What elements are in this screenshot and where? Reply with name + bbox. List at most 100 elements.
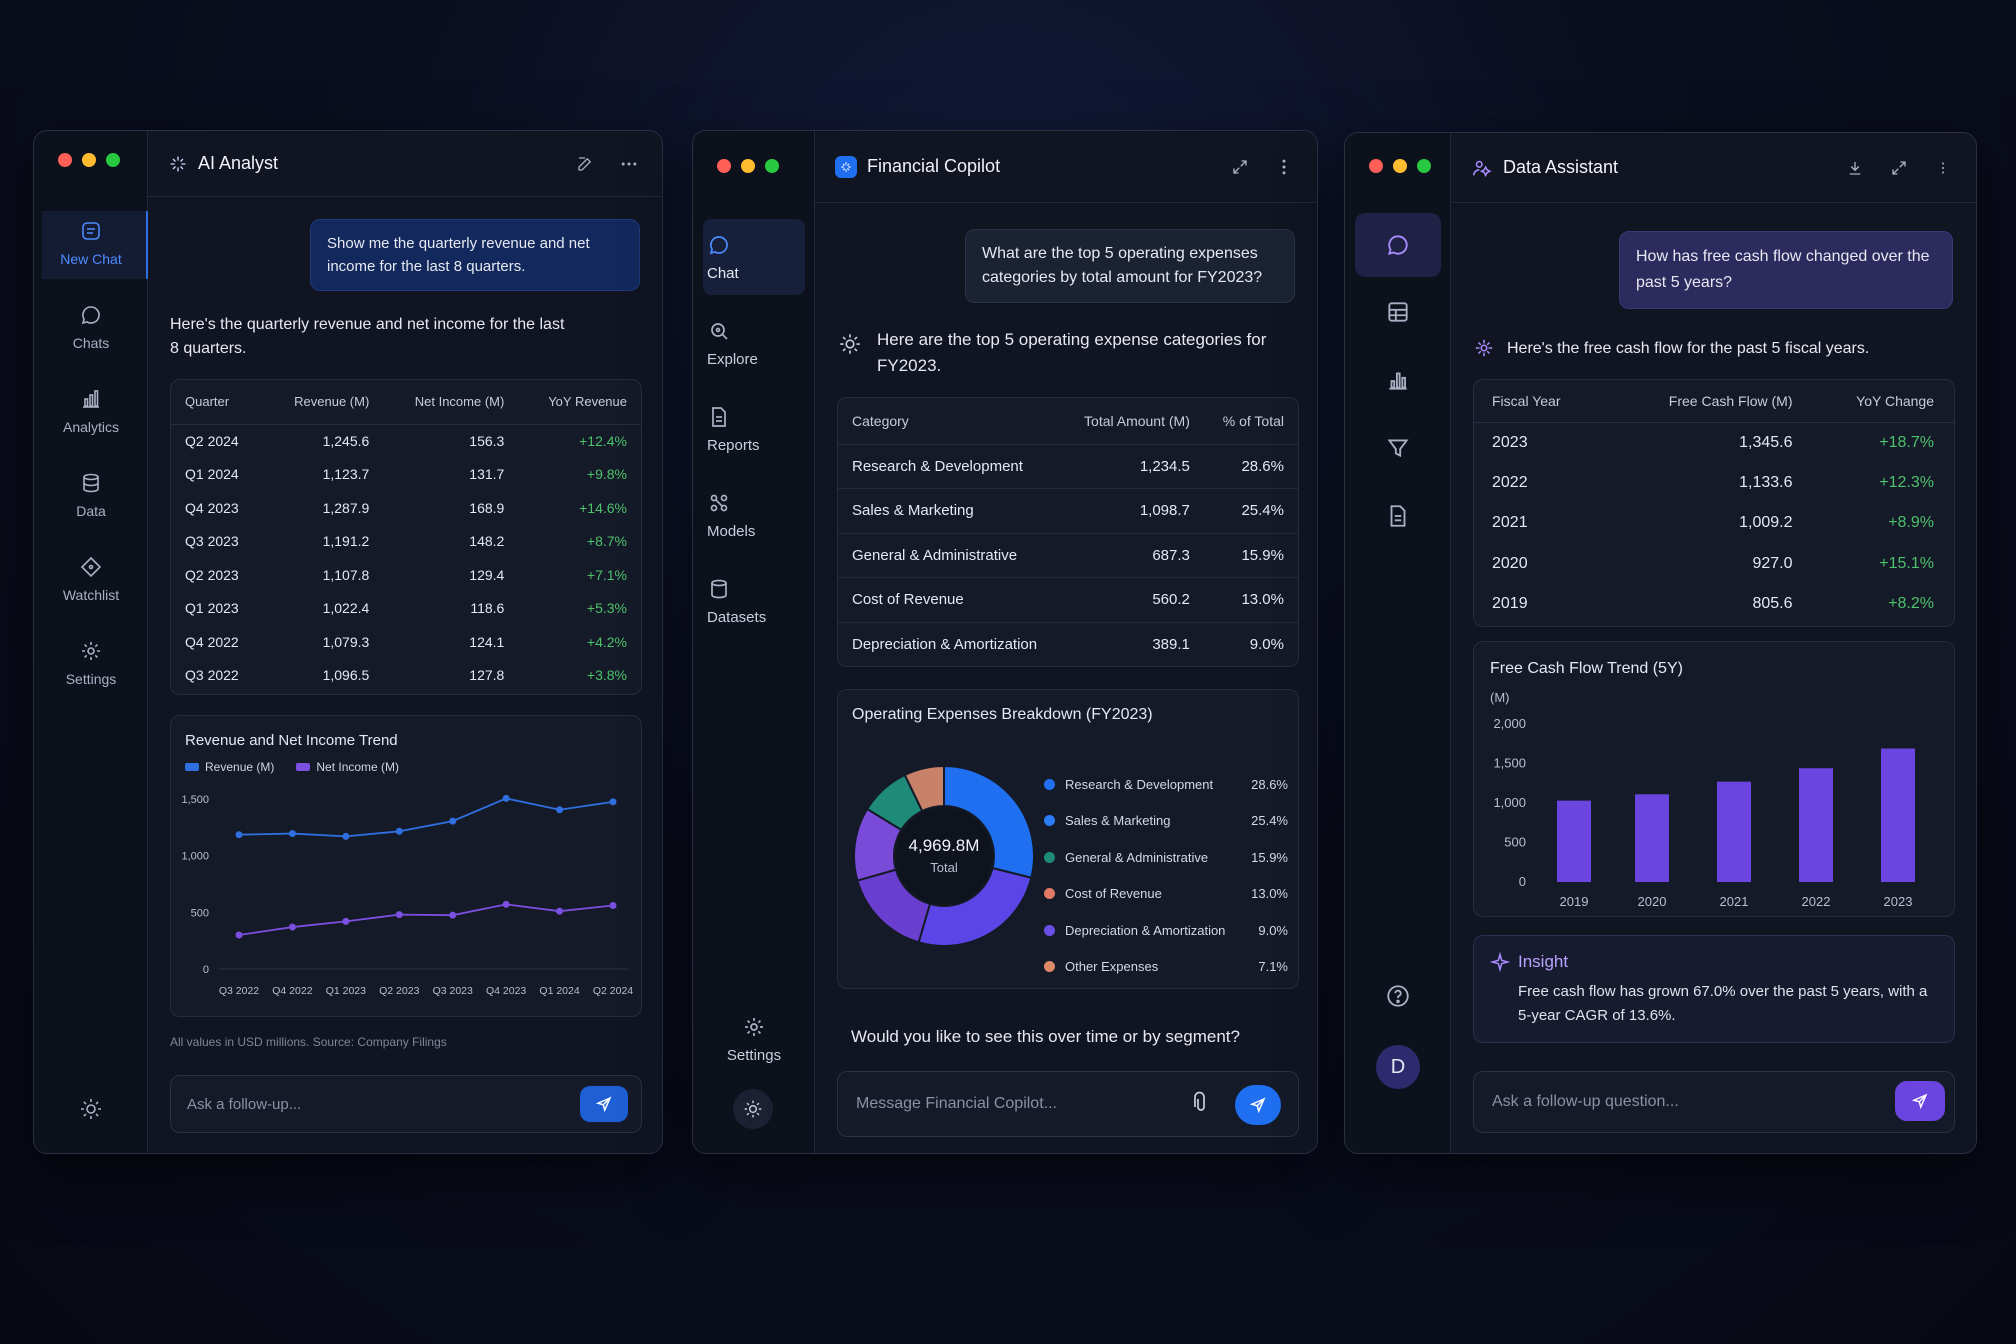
table-cell: Q1 2023 bbox=[185, 600, 239, 617]
column-header: YoY Revenue bbox=[548, 394, 627, 410]
send-button[interactable] bbox=[1235, 1085, 1281, 1125]
follow-up-input[interactable]: Ask a follow-up question... bbox=[1473, 1071, 1955, 1133]
table-cell: 13.0% bbox=[1241, 591, 1284, 609]
minimize-window-button[interactable] bbox=[82, 153, 96, 167]
expand-button[interactable] bbox=[1227, 154, 1253, 180]
sidebar-item-data[interactable]: Data bbox=[34, 471, 148, 519]
sidebar-item-documents[interactable] bbox=[1385, 503, 1411, 534]
close-window-button[interactable] bbox=[717, 159, 731, 173]
theme-toggle-button[interactable] bbox=[733, 1089, 773, 1129]
sidebar-item-label: Analytics bbox=[62, 419, 120, 435]
legend-label: Sales & Marketing bbox=[1065, 813, 1171, 829]
sidebar-item-tables[interactable] bbox=[1385, 299, 1411, 330]
table-cell: 1,191.2 bbox=[322, 533, 370, 550]
edit-icon bbox=[578, 156, 592, 171]
legend-percent: 28.6% bbox=[1251, 776, 1288, 792]
expand-button[interactable] bbox=[1886, 155, 1912, 181]
legend-item-net-income: Net Income (M) bbox=[296, 760, 399, 774]
user-message: Show me the quarterly revenue and net in… bbox=[310, 219, 640, 291]
more-options-button[interactable] bbox=[1271, 154, 1297, 180]
edit-button[interactable] bbox=[572, 151, 598, 177]
table-cell: Q2 2024 bbox=[185, 433, 239, 449]
table-row: 2022 1,133.6 +12.3% bbox=[1474, 463, 1954, 504]
more-options-button[interactable] bbox=[1930, 155, 1956, 181]
minimize-window-button[interactable] bbox=[1393, 159, 1407, 173]
download-button[interactable] bbox=[1842, 155, 1868, 181]
chat-panel: Data Assistant How has free cash flow ch… bbox=[1451, 133, 1976, 1153]
financial-copilot-window: Chat Explore Reports Models Datasets Set… bbox=[692, 130, 1318, 1154]
column-header: Revenue (M) bbox=[294, 394, 370, 410]
sidebar-item-chat[interactable] bbox=[1355, 213, 1441, 277]
input-placeholder: Ask a follow-up question... bbox=[1492, 1093, 1679, 1110]
follow-up-input[interactable]: Ask a follow-up... bbox=[170, 1075, 642, 1133]
data-point bbox=[288, 923, 296, 931]
donut-hole bbox=[895, 807, 993, 905]
table-cell: Cost of Revenue bbox=[852, 591, 964, 609]
sidebar-item-filters[interactable] bbox=[1385, 435, 1411, 466]
donut-center: 4,969.8M Total bbox=[874, 836, 1014, 875]
bar bbox=[1717, 781, 1751, 882]
cash-flow-bar-chart: (M) 0 500 1,000 1,500 2,000 2019 2020 2021 2022 20… bbox=[1490, 690, 1915, 909]
send-button[interactable] bbox=[580, 1086, 628, 1122]
y-tick-label: 500 bbox=[191, 907, 209, 919]
message-input[interactable]: Message Financial Copilot... bbox=[837, 1071, 1299, 1137]
assistant-message: Here's the quarterly revenue and net inc… bbox=[170, 316, 565, 357]
table-cell: 1,096.5 bbox=[322, 667, 370, 684]
gear-icon bbox=[745, 1018, 763, 1036]
sidebar-item-label: Reports bbox=[707, 437, 760, 454]
data-point bbox=[395, 827, 403, 835]
table-cell: Q3 2022 bbox=[185, 667, 239, 684]
table-cell: Q3 2023 bbox=[185, 533, 239, 550]
sidebar-item-analytics[interactable] bbox=[1385, 367, 1411, 398]
table-cell: 148.2 bbox=[469, 533, 505, 550]
close-window-button[interactable] bbox=[58, 153, 72, 167]
more-options-button[interactable] bbox=[616, 151, 642, 177]
help-button[interactable] bbox=[1385, 983, 1411, 1014]
cash-flow-table: Fiscal Year Free Cash Flow (M) YoY Chang… bbox=[1474, 380, 1954, 625]
bar-chart-icon bbox=[83, 390, 99, 408]
legend-label: Revenue (M) bbox=[205, 760, 275, 774]
expand-icon bbox=[1233, 159, 1247, 174]
sidebar-item-chat[interactable]: Chat bbox=[707, 233, 739, 282]
chart-title: Revenue and Net Income Trend bbox=[185, 732, 398, 749]
sidebar-item-explore[interactable]: Explore bbox=[707, 319, 758, 368]
maximize-window-button[interactable] bbox=[1417, 159, 1431, 173]
insight-card: Insight Free cash flow has grown 67.0% o… bbox=[1473, 935, 1955, 1043]
sidebar-item-datasets[interactable]: Datasets bbox=[707, 577, 766, 626]
filter-icon bbox=[1387, 439, 1409, 458]
download-icon bbox=[1849, 161, 1861, 175]
y-tick-label: 0 bbox=[1519, 874, 1526, 889]
sidebar-item-analytics[interactable]: Analytics bbox=[34, 387, 148, 435]
column-header: YoY Change bbox=[1856, 392, 1934, 409]
sidebar-item-new-chat[interactable]: New Chat bbox=[34, 219, 148, 267]
table-cell: 2022 bbox=[1492, 473, 1528, 491]
maximize-window-button[interactable] bbox=[765, 159, 779, 173]
table-cell: Depreciation & Amortization bbox=[852, 636, 1038, 653]
table-cell: 28.6% bbox=[1241, 457, 1284, 475]
avatar[interactable]: D bbox=[1376, 1045, 1420, 1089]
table-body: Q2 2024 1,245.6 156.3 +12.4% Q1 2024 1,123.7 1… bbox=[171, 424, 641, 692]
theme-toggle-button[interactable] bbox=[79, 1097, 103, 1126]
sidebar-item-label: Data bbox=[76, 503, 106, 519]
minimize-window-button[interactable] bbox=[741, 159, 755, 173]
sidebar-item-models[interactable]: Models bbox=[707, 491, 755, 540]
sidebar-item-settings[interactable]: Settings bbox=[34, 639, 148, 687]
table-cell: +8.7% bbox=[586, 533, 627, 550]
close-window-button[interactable] bbox=[1369, 159, 1383, 173]
y-tick-label: 1,000 bbox=[181, 851, 209, 863]
table-cell: 156.3 bbox=[469, 433, 505, 449]
maximize-window-button[interactable] bbox=[106, 153, 120, 167]
legend-swatch bbox=[185, 763, 199, 771]
sidebar-item-reports[interactable]: Reports bbox=[707, 405, 760, 454]
table-cell: +18.7% bbox=[1879, 433, 1934, 451]
attach-button[interactable] bbox=[1189, 1091, 1213, 1120]
sidebar-item-label: Watchlist bbox=[62, 587, 120, 603]
sidebar: D bbox=[1345, 133, 1451, 1153]
sidebar-item-label: Models bbox=[707, 523, 756, 540]
sidebar-item-chats[interactable]: Chats bbox=[34, 303, 148, 351]
sidebar-item-watchlist[interactable]: Watchlist bbox=[34, 555, 148, 603]
table-cell: 2021 bbox=[1492, 514, 1528, 532]
send-button[interactable] bbox=[1895, 1081, 1945, 1121]
sidebar-item-settings[interactable]: Settings bbox=[693, 1015, 815, 1064]
legend-label: Cost of Revenue bbox=[1065, 886, 1162, 902]
